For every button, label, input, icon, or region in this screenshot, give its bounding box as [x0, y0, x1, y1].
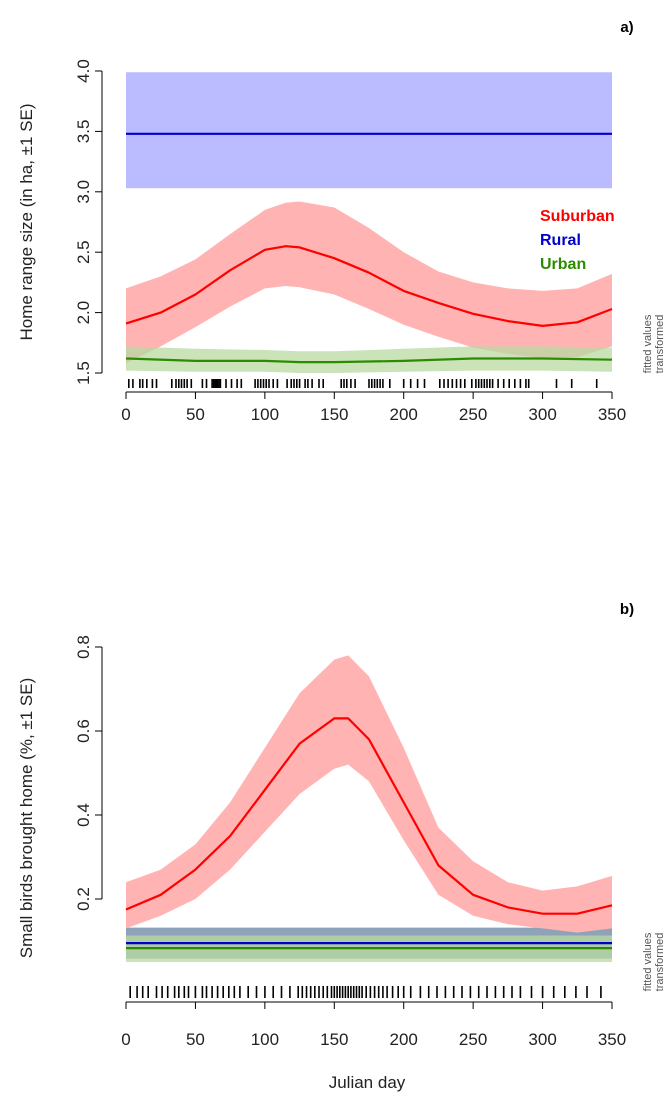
b-x-tick-label: 100: [251, 1030, 279, 1049]
b-line-suburban: [125, 717, 613, 915]
b-band-suburban: [126, 655, 612, 933]
panel-a: 1.52.02.53.03.54.00 50 100 150 200 250 300 350 …: [17, 19, 666, 424]
a-y-tick-label: 2.5: [74, 240, 93, 264]
a-axes: 1.5 2.0 2.5 3.0 3.5 4.0 0 50 100 150 200 250 300 350: [74, 59, 626, 424]
a-y-tick-label: 2.0: [74, 301, 93, 325]
a-line-urban: [125, 357, 613, 364]
panel-b: 0.2 0.4 0.6 0.8 0 50 100 150 200 250 300 350 b) Sma…: [17, 601, 666, 1049]
b-y-tick-label: 0.2: [74, 887, 93, 911]
a-x-tick-label: 150: [320, 405, 348, 424]
legend-suburban: Suburban: [540, 208, 615, 225]
b-x-tick-label: 50: [186, 1030, 205, 1049]
a-y-axis-title: Home range size (in ha, ±1 SE): [17, 103, 36, 340]
a-x-tick-label: 50: [186, 405, 205, 424]
b-x-tick-label: 250: [459, 1030, 487, 1049]
a-band-urban: [126, 346, 612, 373]
a-y-tick-label: 3.0: [74, 180, 93, 204]
b-y-tick-label: 0.8: [74, 635, 93, 659]
b-fitted-lines: [125, 717, 613, 950]
a-y-tick-label: 1.5: [74, 361, 93, 385]
b-side-note-line1: fitted values: [642, 932, 654, 991]
a-fitted-lines: [125, 132, 613, 364]
a-line-suburban: [125, 245, 613, 327]
a-x-tick-label: 250: [459, 405, 487, 424]
b-x-tick-label: 0: [121, 1030, 130, 1049]
legend-urban: Urban: [540, 256, 586, 273]
b-rug-ticks: [129, 986, 602, 998]
a-x-tick-label: 300: [528, 405, 556, 424]
a-x-tick-label: 350: [598, 405, 626, 424]
a-band-rural: [126, 72, 612, 189]
a-y-tick-label: 4.0: [74, 59, 93, 83]
panel-label-b: b): [620, 601, 634, 618]
b-x-tick-label: 350: [598, 1030, 626, 1049]
a-side-note-line1: fitted values: [642, 314, 654, 373]
a-band-suburban: [126, 201, 612, 364]
a-side-note-line2: transformed: [654, 315, 666, 374]
b-x-tick-label: 150: [320, 1030, 348, 1049]
b-side-note-line2: transformed: [654, 933, 666, 992]
b-x-tick-label: 200: [390, 1030, 418, 1049]
b-y-tick-label: 0.6: [74, 719, 93, 743]
a-y-tick-label: 3.5: [74, 120, 93, 144]
panel-label-a: a): [620, 19, 633, 36]
x-axis-title: Julian day: [329, 1073, 406, 1092]
b-confidence-bands: [126, 655, 612, 962]
a-x-tick-label: 0: [121, 405, 130, 424]
b-axes: 0.2 0.4 0.6 0.8 0 50 100 150 200 250 300 350: [74, 635, 626, 1049]
b-y-tick-label: 0.4: [74, 803, 93, 827]
a-x-tick-label: 100: [251, 405, 279, 424]
a-x-tick-label: 200: [390, 405, 418, 424]
b-y-axis-title: Small birds brought home (%, ±1 SE): [17, 678, 36, 959]
a-confidence-bands: [126, 72, 612, 373]
legend-rural: Rural: [540, 232, 581, 249]
a-rug-ticks: [128, 379, 598, 388]
b-x-tick-label: 300: [528, 1030, 556, 1049]
